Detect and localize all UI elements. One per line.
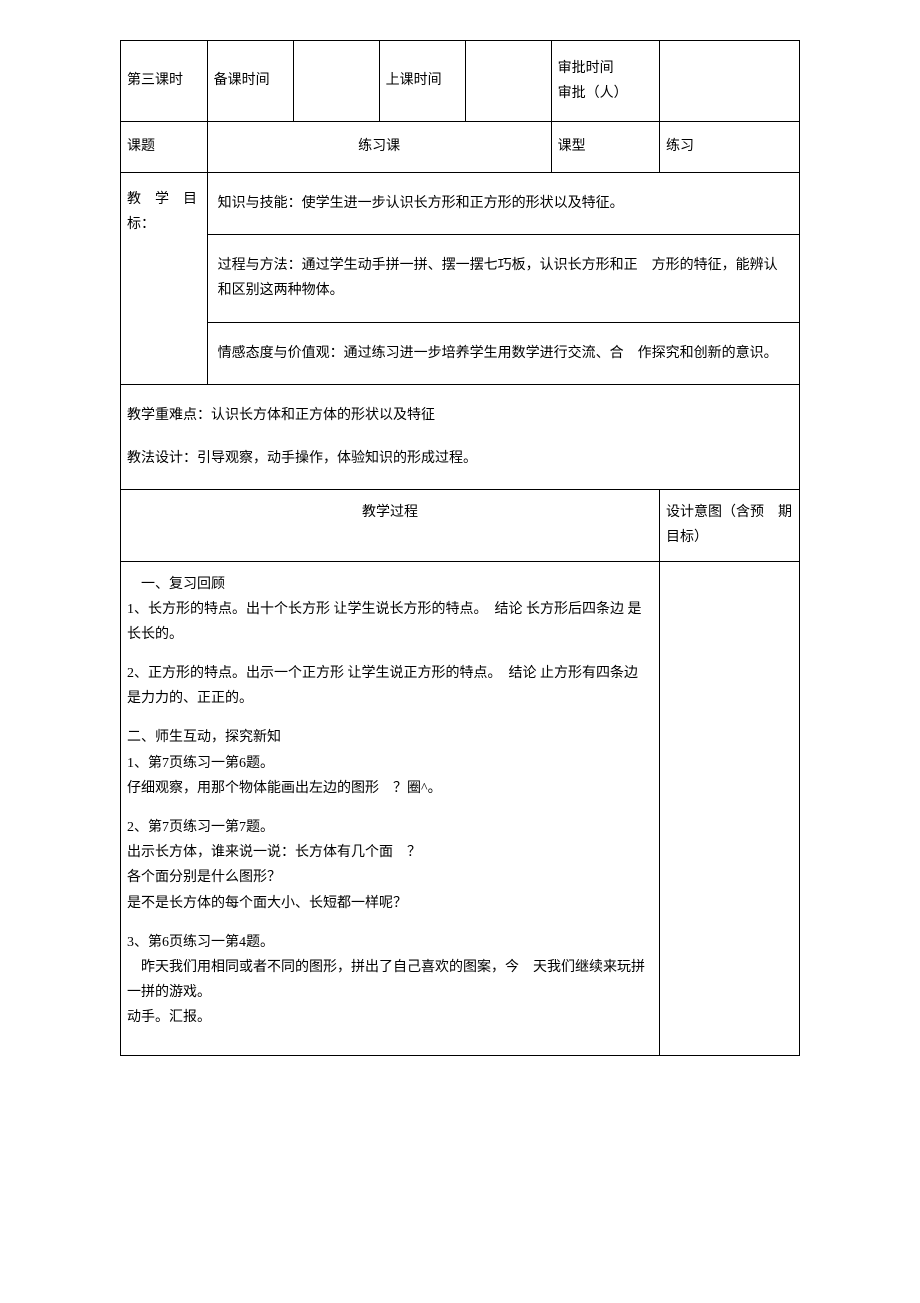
prep-time-value xyxy=(293,41,379,122)
approve-value xyxy=(659,41,799,122)
keypoints-method: 教法设计：引导观察，动手操作，体验知识的形成过程。 xyxy=(127,446,793,471)
objective-attitude: 情感态度与价值观：通过练习进一步培养学生用数学进行交流、合 作探究和创新的意识。 xyxy=(207,322,799,384)
section2-q3b: 昨天我们用相同或者不同的图形，拼出了自己喜欢的图案，今 天我们继续来玩拼一拼的游… xyxy=(127,955,653,1005)
section2-q2d: 是不是长方体的每个面大小、长短都一样呢？ xyxy=(127,891,653,916)
topic-value: 练习课 xyxy=(207,122,551,173)
class-type-label: 课型 xyxy=(551,122,659,173)
section2-title: 二、师生互动，探究新知 xyxy=(127,725,653,750)
section1-p2: 2、正方形的特点。出示一个正方形 让学生说正方形的特点。 结论 止方形有四条边 … xyxy=(127,661,653,711)
section2-q2a: 2、第7页练习一第7题。 xyxy=(127,815,653,840)
section2-q1a: 1、第7页练习一第6题。 xyxy=(127,751,653,776)
keypoints-difficult: 教学重难点：认识长方体和正方体的形状以及特征 xyxy=(127,403,793,428)
process-header-label: 教学过程 xyxy=(121,490,660,561)
objectives-label: 教 学 目标： xyxy=(121,173,208,385)
approve-labels: 审批时间 审批（人） xyxy=(551,41,659,122)
keypoints-cell: 教学重难点：认识长方体和正方体的形状以及特征 教法设计：引导观察，动手操作，体验… xyxy=(121,384,800,489)
section2-q2b: 出示长方体，谁来说一说：长方体有几个面 ？ xyxy=(127,840,653,865)
prep-time-label: 备课时间 xyxy=(207,41,293,122)
section2-q1b: 仔细观察，用那个物体能画出左边的图形 ？圈^。 xyxy=(127,776,653,801)
class-time-value xyxy=(465,41,551,122)
section1-p1: 1、长方形的特点。出十个长方形 让学生说长方形的特点。 结论 长方形后四条边 是… xyxy=(127,597,653,647)
approve-time-label: 审批时间 xyxy=(558,61,614,76)
lesson-no-label: 第三课时 xyxy=(121,41,208,122)
approve-person-label: 审批（人） xyxy=(558,86,628,101)
design-intent-content xyxy=(659,561,799,1055)
class-type-value: 练习 xyxy=(659,122,799,173)
section2-q3c: 动手。汇报。 xyxy=(127,1005,653,1030)
section2-q2c: 各个面分别是什么图形？ xyxy=(127,865,653,890)
class-time-label: 上课时间 xyxy=(379,41,465,122)
design-intent-label: 设计意图（含预 期目标） xyxy=(659,490,799,561)
objective-knowledge: 知识与技能：使学生进一步认识长方形和正方形的形状以及特征。 xyxy=(207,173,799,235)
section1-title: 一、复习回顾 xyxy=(127,572,653,597)
objective-process: 过程与方法：通过学生动手拼一拼、摆一摆七巧板，认识长方形和正 方形的特征，能辨认… xyxy=(207,235,799,322)
teaching-process-content: 一、复习回顾 1、长方形的特点。出十个长方形 让学生说长方形的特点。 结论 长方… xyxy=(121,561,660,1055)
topic-label: 课题 xyxy=(121,122,208,173)
section2-q3a: 3、第6页练习一第4题。 xyxy=(127,930,653,955)
